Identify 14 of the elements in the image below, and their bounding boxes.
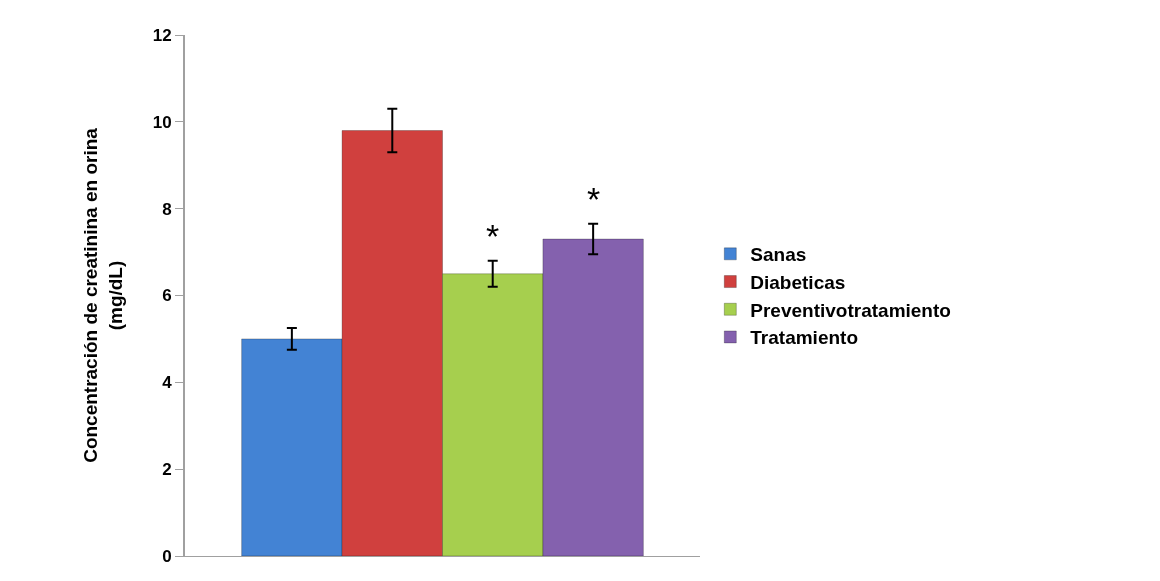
y-tick-label: 6 bbox=[162, 286, 172, 306]
legend-label: Preventivotratamiento bbox=[750, 299, 951, 321]
y-axis-title: Concentración de creatinina en orina (mg/dL) bbox=[80, 127, 127, 463]
legend-label: Sanas bbox=[750, 244, 807, 266]
legend-label: Tratamiento bbox=[750, 327, 858, 349]
legend-label: Diabeticas bbox=[750, 271, 846, 293]
y-tick-label: 12 bbox=[152, 25, 172, 45]
y-tick-label: 4 bbox=[162, 373, 173, 393]
y-tick-label: 2 bbox=[162, 460, 172, 480]
y-tick-label: 8 bbox=[162, 199, 172, 219]
y-tick-label: 10 bbox=[152, 112, 172, 132]
annotation: * bbox=[486, 217, 500, 255]
annotation: * bbox=[587, 180, 601, 218]
y-tick-label: 0 bbox=[162, 546, 172, 566]
